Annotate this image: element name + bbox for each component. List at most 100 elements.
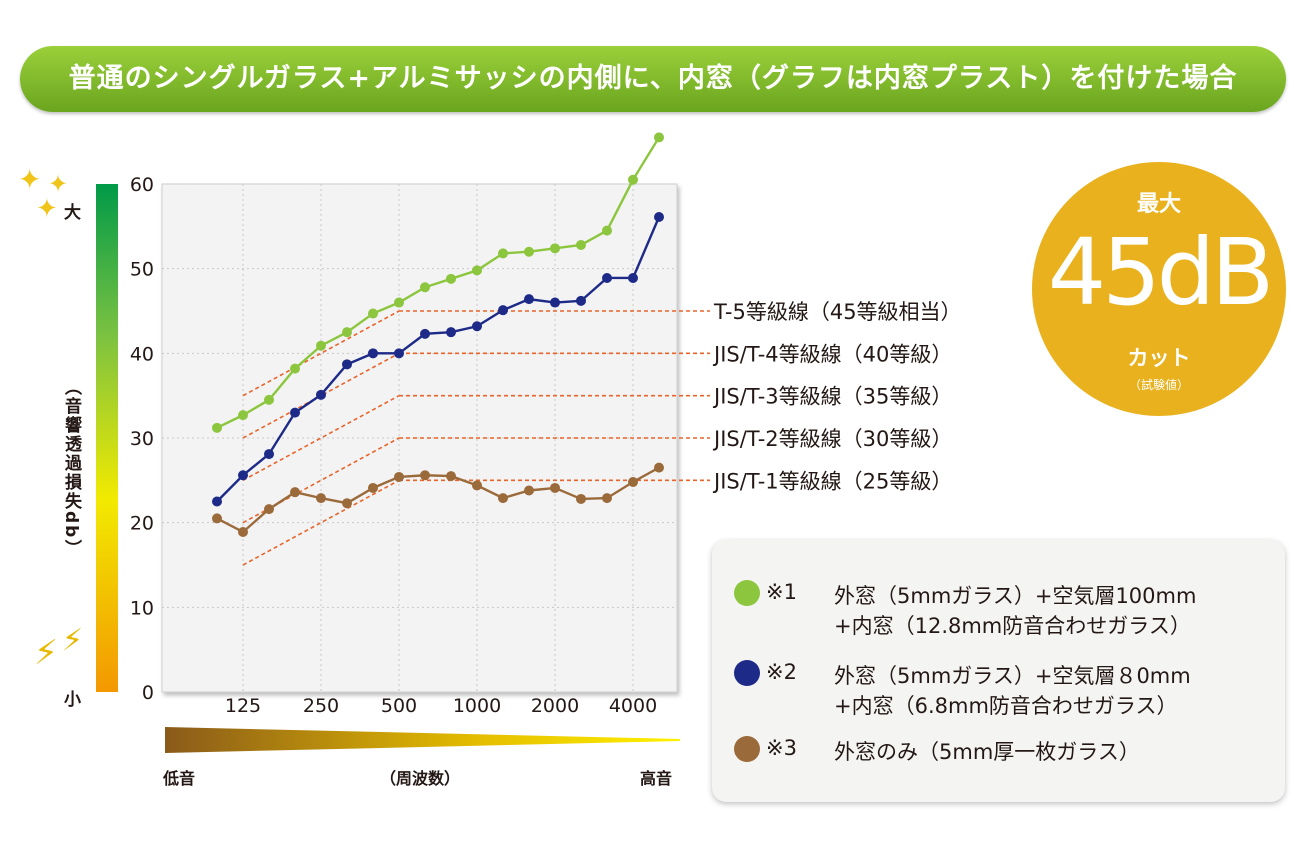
data-point (212, 422, 222, 433)
legend-text: +内窓（6.8mm防音合わせガラス） (834, 694, 1178, 718)
data-point (576, 493, 586, 504)
legend: ※1 外窓（5mmガラス）+空気層100mm +内窓（12.8mm防音合わせガラ… (712, 540, 1285, 802)
data-point (368, 308, 378, 319)
data-point (602, 225, 612, 236)
legend-marker (734, 580, 760, 606)
y-tick-label: 60 (130, 174, 154, 196)
badge-note: （試験値） (1128, 378, 1189, 392)
scale-bottom-label: 小 (64, 690, 81, 710)
data-point (290, 487, 300, 498)
data-point (628, 477, 638, 488)
data-point (264, 394, 274, 405)
legend-marker (734, 736, 760, 762)
data-point (654, 132, 664, 143)
data-point (212, 496, 222, 507)
data-point (472, 265, 482, 276)
x-tick-label: 250 (303, 695, 339, 717)
y-tick-label: 30 (130, 428, 154, 450)
data-point (472, 321, 482, 332)
y-axis-title: （音響透過損失db） (61, 378, 81, 559)
x-tick-label: 4000 (609, 695, 657, 717)
sparkle-icon: ✦ (36, 194, 58, 224)
legend-tag: ※3 (766, 736, 797, 760)
page-title: 普通のシングルガラス+アルミサッシの内側に、内窓（グラフは内窓プラスト）を付けた… (68, 63, 1238, 94)
data-point (654, 462, 664, 473)
y-tick-label: 0 (142, 682, 154, 704)
reference-line-label: JIS/T-1等級線（25等級） (712, 469, 952, 493)
y-tick-label: 20 (130, 513, 154, 535)
plot-area (161, 183, 678, 693)
legend-tag: ※2 (766, 660, 797, 684)
max-reduction-badge: 最大 45dB カット （試験値） (1032, 162, 1286, 416)
legend-tag: ※1 (766, 580, 797, 604)
data-point (602, 493, 612, 504)
data-point (602, 272, 612, 283)
data-point (524, 246, 534, 257)
data-point (628, 174, 638, 185)
series-line (216, 216, 661, 503)
data-point (524, 294, 534, 305)
data-point (394, 471, 404, 482)
data-point (420, 282, 430, 293)
data-point (550, 482, 560, 493)
x-tick-label: 125 (225, 695, 261, 717)
data-point (550, 243, 560, 254)
y-tick-label: 40 (130, 343, 154, 365)
data-point (264, 504, 274, 515)
data-point (316, 389, 326, 400)
data-point (212, 513, 222, 524)
sparkle-icon: ✦ (18, 163, 42, 196)
data-point (550, 297, 560, 308)
scale-top-label: 大 (64, 203, 81, 223)
data-point (446, 273, 456, 284)
legend-text: 外窓のみ（5mm厚一枚ガラス） (834, 740, 1140, 764)
data-point (238, 470, 248, 481)
data-point (394, 348, 404, 359)
reference-line-label: JIS/T-3等級線（35等級） (712, 385, 952, 409)
frequency-axis-title: （周波数） (380, 769, 461, 788)
data-point (342, 327, 352, 338)
frequency-low-label: 低音 (163, 769, 196, 788)
data-point (290, 407, 300, 418)
data-point (576, 239, 586, 250)
data-point (420, 328, 430, 339)
y-tick-label: 50 (130, 259, 154, 281)
title-banner: 普通のシングルガラス+アルミサッシの内側に、内窓（グラフは内窓プラスト）を付けた… (20, 46, 1286, 112)
data-point (368, 348, 378, 359)
reference-line-slope (242, 479, 400, 566)
x-tick-label: 500 (381, 695, 417, 717)
x-tick-label: 2000 (531, 695, 579, 717)
legend-marker (734, 660, 760, 686)
data-point (498, 248, 508, 259)
data-point (498, 493, 508, 504)
data-point (368, 482, 378, 493)
lightning-icon: ⚡ (34, 633, 58, 673)
legend-text: 外窓（5mmガラス）+空気層100mm (834, 584, 1197, 608)
data-point (420, 470, 430, 481)
data-point (316, 340, 326, 351)
data-point (394, 297, 404, 308)
reference-line-label: JIS/T-2等級線（30等級） (712, 427, 952, 451)
data-point (342, 498, 352, 509)
data-point (472, 480, 482, 491)
data-point (290, 363, 300, 374)
badge-cut-label: カット (1127, 346, 1191, 370)
level-scale-bar (96, 184, 118, 692)
reference-line-label: JIS/T-4等級線（40等級） (712, 342, 952, 366)
legend-text: +内窓（12.8mm防音合わせガラス） (834, 614, 1191, 638)
data-point (264, 449, 274, 460)
data-point (498, 305, 508, 316)
reference-line-label: T-5等級線（45等級相当） (713, 300, 962, 324)
data-point (524, 485, 534, 496)
data-point (238, 526, 248, 537)
reference-line-slope (242, 310, 400, 397)
data-point (628, 272, 638, 283)
badge-max-label: 最大 (1136, 192, 1181, 217)
legend-text: 外窓（5mmガラス）+空気層８0mm (834, 664, 1191, 688)
reference-line-slope (242, 352, 400, 439)
badge-value: 45dB (1047, 219, 1275, 326)
lightning-icon: ⚡ (62, 623, 84, 658)
data-point (316, 493, 326, 504)
y-tick-label: 10 (130, 597, 154, 619)
